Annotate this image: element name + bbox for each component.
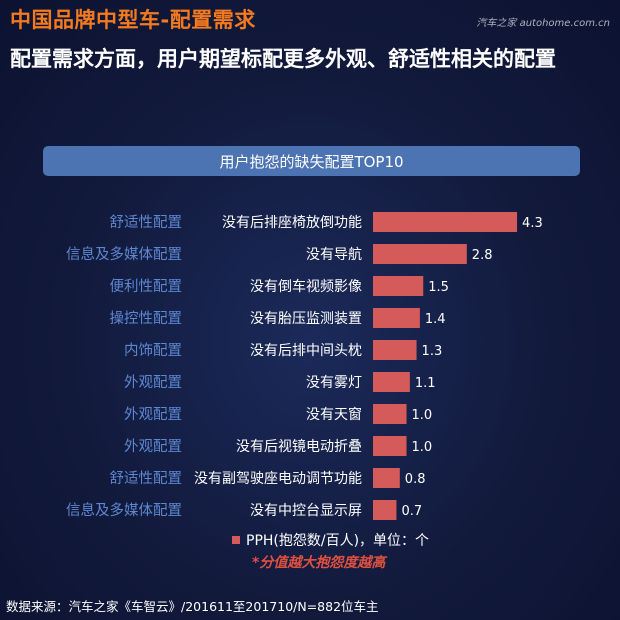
data-source: 数据来源：汽车之家《车智云》/201611至201710/N=882位车主 [6,599,379,614]
bar [373,436,407,456]
value-label: 2.8 [472,248,493,263]
category-label: 没有导航 [306,247,362,263]
group-label: 操控性配置 [110,310,183,327]
group-label: 舒适性配置 [110,214,183,231]
legend: PPH(抱怨数/百人)，单位：个 [232,530,429,550]
value-label: 1.0 [412,440,433,455]
bar [373,308,420,328]
group-label: 外观配置 [124,374,182,391]
category-label: 没有后排中间头枕 [250,343,362,359]
bar [373,340,417,360]
bar [373,404,407,424]
headline: 配置需求方面，用户期望标配更多外观、舒适性相关的配置 [10,47,556,71]
group-label: 舒适性配置 [110,470,183,487]
bar [373,276,424,296]
bar [373,468,400,488]
group-label: 内饰配置 [124,342,182,359]
group-label: 便利性配置 [110,278,183,295]
category-label: 没有胎压监测装置 [250,311,362,327]
value-label: 1.0 [412,408,433,423]
category-label: 没有后排座椅放倒功能 [222,215,362,231]
value-label: 4.3 [522,216,543,231]
value-label: 1.1 [415,376,436,391]
chart-note: *分值越大抱怨度越高 [252,555,386,571]
group-label: 外观配置 [124,438,182,455]
bar [373,212,518,232]
watermark-logo: 汽车之家 autohome.com.cn [476,18,610,29]
value-label: 1.5 [428,280,449,295]
category-label: 没有副驾驶座电动调节功能 [194,471,362,487]
legend-swatch [232,536,240,544]
category-label: 没有后视镜电动折叠 [236,439,362,455]
legend-label: PPH(抱怨数/百人)，单位：个 [246,533,430,549]
value-label: 0.8 [405,472,426,487]
bar [373,500,397,520]
chart-title: 用户抱怨的缺失配置TOP10 [43,146,580,176]
category-label: 没有倒车视频影像 [250,278,362,295]
bar [373,244,467,264]
page-title: 中国品牌中型车-配置需求 [10,8,256,32]
bar [373,372,410,392]
category-label: 没有中控台显示屏 [250,503,362,519]
value-label: 1.4 [425,312,446,327]
value-label: 1.3 [422,344,443,359]
category-label: 没有天窗 [306,406,362,423]
group-label: 外观配置 [124,406,182,423]
group-label: 信息及多媒体配置 [66,246,182,263]
value-label: 0.7 [401,504,422,519]
category-label: 没有雾灯 [306,375,362,391]
group-label: 信息及多媒体配置 [66,502,182,519]
